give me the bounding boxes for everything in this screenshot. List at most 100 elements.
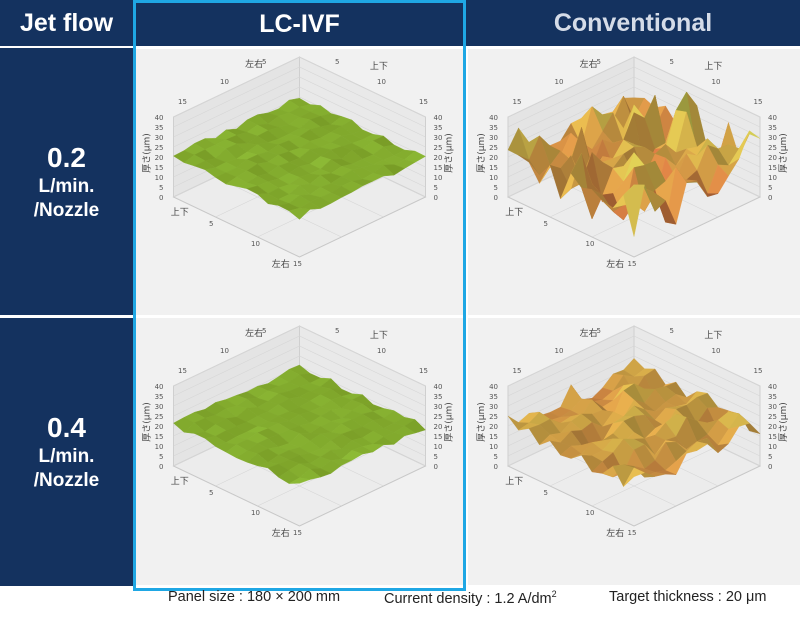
- xy-tick-label: 15: [754, 367, 763, 375]
- z-tick-label: 15: [155, 433, 164, 441]
- ud-axis-label: 上下: [704, 61, 722, 72]
- ud-axis-label: 上下: [171, 476, 189, 487]
- plot-conventional-0-2: 0 0 5 5 10 10 15 15 20 20 25 25 30 30 35 35 40 40 5 5 5 10 10 1…: [468, 49, 800, 315]
- xy-tick-label: 10: [377, 347, 386, 355]
- xy-tick-label: 15: [419, 98, 428, 106]
- xy-tick-label: 5: [209, 489, 213, 497]
- z-tick-label: 35: [434, 393, 443, 401]
- xy-tick-label: 5: [335, 58, 339, 66]
- z-tick-label: 10: [489, 443, 498, 451]
- z-tick-label: 10: [434, 174, 443, 182]
- row-flow-unit: L/min.: [38, 446, 95, 467]
- xy-tick-label: 5: [262, 58, 266, 66]
- ud-axis-label: 上下: [171, 207, 189, 218]
- z-tick-label: 15: [155, 164, 164, 172]
- z-tick-label: 35: [489, 124, 498, 132]
- ud-axis-label: 上下: [505, 207, 523, 218]
- row-label-0-2: 0.2 L/min. /Nozzle: [0, 48, 133, 315]
- z-tick-label: 30: [434, 134, 443, 142]
- z-tick-label: 15: [768, 164, 777, 172]
- xy-tick-label: 10: [555, 78, 564, 86]
- z-tick-label: 25: [434, 144, 443, 152]
- lr-axis-label: 左右: [272, 527, 290, 539]
- z-tick-label: 10: [768, 174, 777, 182]
- z-tick-label: 10: [768, 443, 777, 451]
- z-axis-label: 厚さ(μm): [142, 133, 153, 173]
- z-tick-label: 35: [489, 393, 498, 401]
- z-tick-label: 20: [434, 154, 443, 162]
- z-tick-label: 10: [155, 174, 164, 182]
- xy-tick-label: 15: [178, 367, 187, 375]
- surface-cell: [623, 184, 645, 237]
- xy-tick-label: 15: [178, 98, 187, 106]
- z-axis-label: 厚さ(μm): [444, 402, 455, 442]
- surface-mesh: [507, 358, 761, 488]
- z-tick-label: 5: [768, 453, 772, 461]
- lc-ivf-highlight-frame: [133, 0, 466, 591]
- xy-tick-label: 5: [544, 489, 548, 497]
- xy-tick-label: 10: [220, 347, 229, 355]
- ud-axis-label: 上下: [505, 476, 523, 487]
- row-flow-per: /Nozzle: [33, 470, 100, 491]
- z-tick-label: 25: [768, 413, 777, 421]
- z-tick-label: 25: [155, 144, 164, 152]
- z-tick-label: 30: [155, 403, 164, 411]
- z-axis-label: 厚さ(μm): [476, 402, 487, 442]
- xy-tick-label: 15: [754, 98, 763, 106]
- z-tick-label: 0: [434, 463, 438, 471]
- xy-tick-label: 5: [544, 220, 548, 228]
- ud-axis-label: 上下: [370, 330, 388, 341]
- z-tick-label: 35: [434, 124, 443, 132]
- z-tick-label: 25: [489, 144, 498, 152]
- surface-mesh: [173, 98, 426, 220]
- xy-tick-label: 15: [513, 98, 522, 106]
- current-density-text: Current density : 1.2 A/dm: [384, 590, 552, 607]
- z-tick-label: 5: [494, 453, 498, 461]
- z-axis-label: 厚さ(μm): [778, 133, 789, 173]
- xy-tick-label: 15: [628, 260, 637, 268]
- lr-axis-label: 左右: [606, 527, 624, 539]
- xy-tick-label: 10: [555, 347, 564, 355]
- z-tick-label: 0: [494, 194, 498, 202]
- plot-conventional-0-4: 0 0 5 5 10 10 15 15 20 20 25 25 30 30 35 35 40 40 5 5 5 10 10 1…: [468, 318, 800, 585]
- xy-tick-label: 5: [335, 327, 339, 335]
- z-tick-label: 20: [768, 423, 777, 431]
- z-tick-label: 15: [434, 433, 443, 441]
- lr-axis-label: 左右: [606, 258, 624, 270]
- z-tick-label: 40: [489, 114, 498, 122]
- z-tick-label: 20: [489, 423, 498, 431]
- z-tick-label: 5: [494, 184, 498, 192]
- xy-tick-label: 5: [670, 58, 674, 66]
- ud-axis-label: 上下: [704, 330, 722, 341]
- z-tick-label: 30: [155, 134, 164, 142]
- current-density-exponent: 2: [551, 589, 557, 599]
- z-tick-label: 0: [159, 463, 163, 471]
- z-tick-label: 25: [768, 144, 777, 152]
- xy-tick-label: 15: [293, 529, 302, 537]
- z-tick-label: 30: [768, 134, 777, 142]
- surface-mesh: [507, 91, 761, 237]
- surface-plot: 0 0 5 5 10 10 15 15 20 20 25 25 30 30 35 35 40 40 5 5 5 10 10 1…: [142, 325, 455, 539]
- lr-axis-label: 左右: [245, 327, 263, 339]
- current-density-note: Current density : 1.2 A/dm2: [384, 589, 557, 613]
- z-tick-label: 35: [155, 124, 164, 132]
- xy-tick-label: 5: [209, 220, 213, 228]
- z-tick-label: 25: [155, 413, 164, 421]
- z-tick-label: 40: [155, 383, 164, 391]
- xy-tick-label: 5: [597, 327, 601, 335]
- z-tick-label: 5: [159, 184, 163, 192]
- plot-lc-ivf-0-2: 0 0 5 5 10 10 15 15 20 20 25 25 30 30 35 35 40 40 5 5 5 10 10 1…: [136, 49, 463, 315]
- z-axis-label: 厚さ(μm): [778, 402, 789, 442]
- z-tick-label: 20: [155, 423, 164, 431]
- surface-cell: [288, 477, 311, 484]
- z-tick-label: 20: [489, 154, 498, 162]
- plot-lc-ivf-0-4: 0 0 5 5 10 10 15 15 20 20 25 25 30 30 35 35 40 40 5 5 5 10 10 1…: [136, 318, 463, 585]
- z-tick-label: 10: [434, 443, 443, 451]
- z-tick-label: 0: [434, 194, 438, 202]
- z-axis-label: 厚さ(μm): [444, 133, 455, 173]
- xy-tick-label: 10: [220, 78, 229, 86]
- z-tick-label: 30: [489, 403, 498, 411]
- xy-tick-label: 5: [597, 58, 601, 66]
- xy-tick-label: 10: [586, 240, 595, 248]
- z-tick-label: 5: [159, 453, 163, 461]
